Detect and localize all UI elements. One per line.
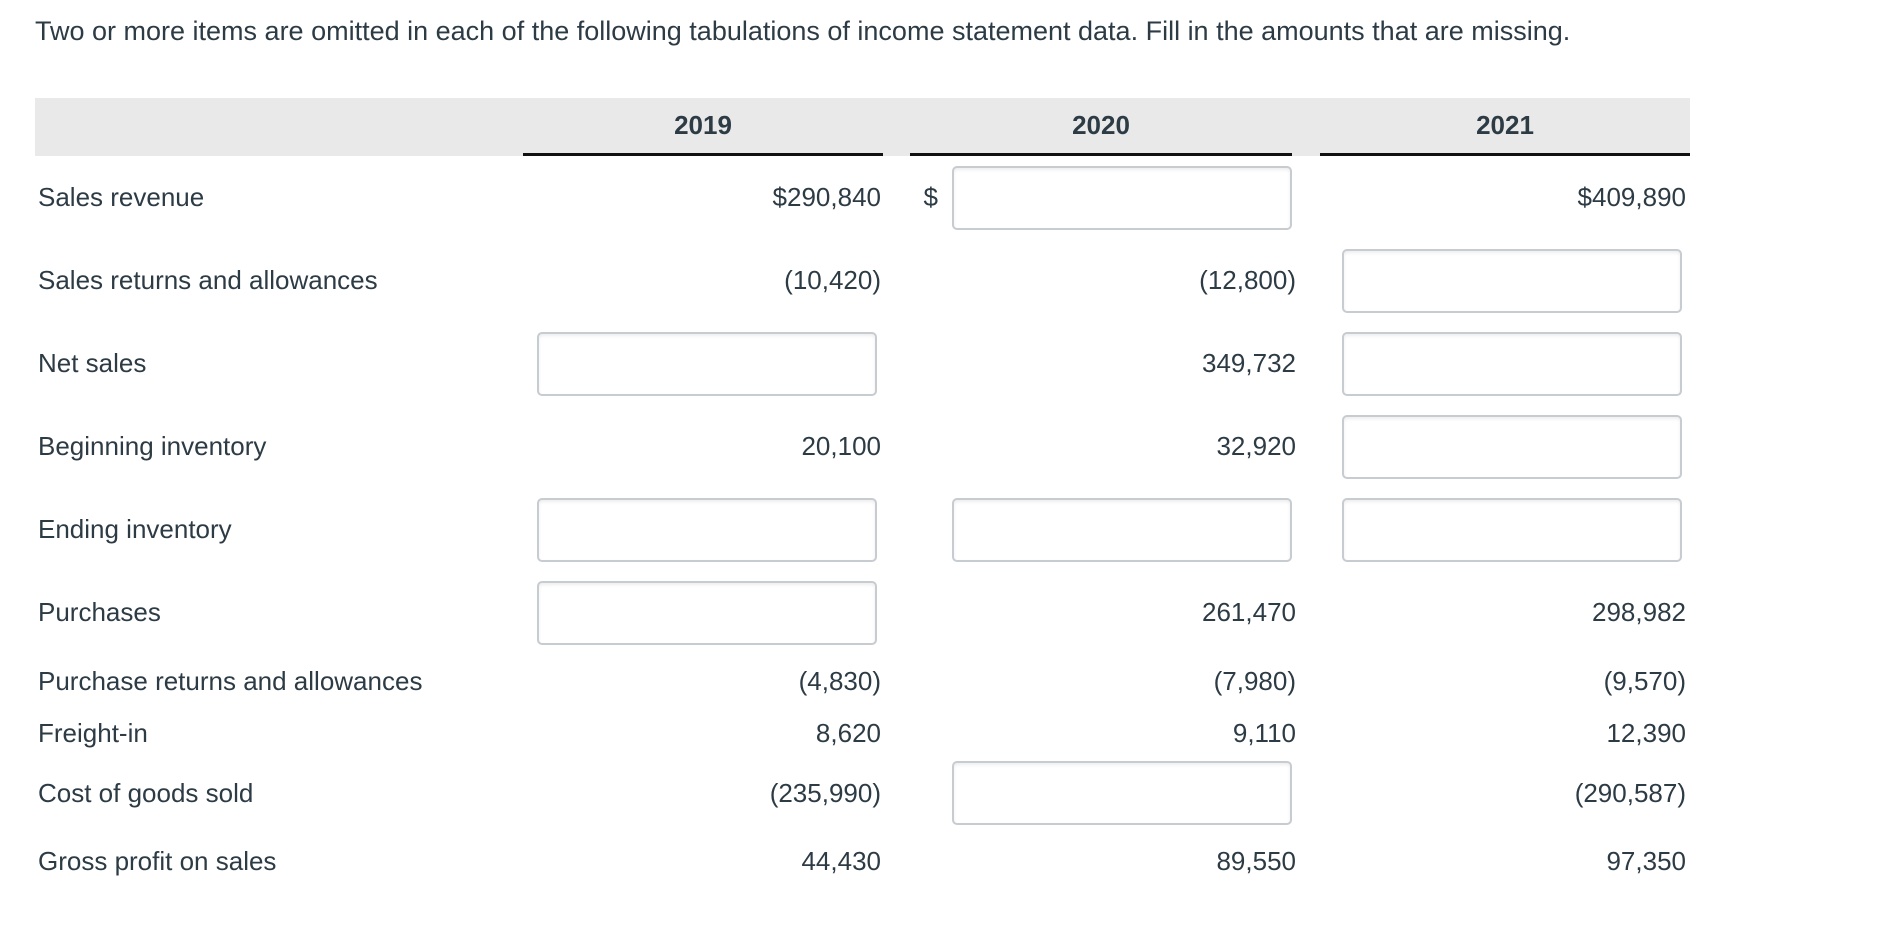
input-net-sales-2019[interactable] xyxy=(537,331,877,396)
year-label-2021: 2021 xyxy=(1320,98,1690,156)
amount-text: 298,982 xyxy=(1592,597,1686,627)
table-row-sales-returns: Sales returns and allowances (10,420) (1… xyxy=(35,239,1690,322)
amount-text: 20,100 xyxy=(801,431,881,461)
amount-text: 44,430 xyxy=(801,845,881,876)
table-row-ending-inventory: Ending inventory xyxy=(35,488,1690,571)
amount-text: (9,570) xyxy=(1603,665,1686,696)
table-row-purchase-returns: Purchase returns and allowances (4,830) … xyxy=(35,654,1690,708)
row-label: Gross profit on sales xyxy=(38,845,277,876)
amount-text: (4,830) xyxy=(798,665,881,696)
table-row-net-sales: Net sales 349,732 xyxy=(35,322,1690,405)
row-label: Sales returns and allowances xyxy=(38,265,378,295)
amount-text: (290,587) xyxy=(1574,777,1686,808)
input-ending-inventory-2020[interactable] xyxy=(952,497,1292,562)
row-label: Cost of goods sold xyxy=(38,777,254,808)
year-label-2019: 2019 xyxy=(523,98,883,156)
amount-text: 89,550 xyxy=(1216,845,1296,876)
amount-text: $409,890 xyxy=(1577,182,1686,212)
table-header-row: 2019 2020 2021 xyxy=(35,98,1690,156)
table-row-freight-in: Freight-in 8,620 9,110 12,390 xyxy=(35,708,1690,758)
table-row-sales-revenue: Sales revenue $290,840 $ $409,890 xyxy=(35,156,1690,239)
input-ending-inventory-2019[interactable] xyxy=(537,497,877,562)
amount-text: 349,732 xyxy=(1202,348,1296,378)
question-text: Two or more items are omitted in each of… xyxy=(35,16,1571,46)
row-label: Purchase returns and allowances xyxy=(38,665,423,696)
amount-text: 97,350 xyxy=(1606,845,1686,876)
table-row-beginning-inventory: Beginning inventory 20,100 32,920 xyxy=(35,405,1690,488)
amount-text: (10,420) xyxy=(784,265,881,295)
input-ending-inventory-2021[interactable] xyxy=(1342,497,1682,562)
input-sales-returns-2021[interactable] xyxy=(1342,248,1682,313)
dollar-sign: $ xyxy=(923,182,938,212)
table-row-purchases: Purchases 261,470 298,982 xyxy=(35,571,1690,654)
year-label-2020: 2020 xyxy=(910,98,1292,156)
row-label: Freight-in xyxy=(38,717,148,748)
amount-text: 32,920 xyxy=(1216,431,1296,461)
column-header-2021: 2021 xyxy=(1300,98,1690,156)
row-label: Net sales xyxy=(38,348,147,378)
income-statement-table: 2019 2020 2021 Sales revenue $290,840 $ … xyxy=(35,98,1690,894)
column-header-2020: 2020 xyxy=(885,98,1300,156)
amount-text: 9,110 xyxy=(1232,717,1296,748)
amount-text: (235,990) xyxy=(769,777,881,808)
input-sales-revenue-2020[interactable] xyxy=(952,165,1292,230)
amount-text: (12,800) xyxy=(1199,265,1296,295)
amount-text: 261,470 xyxy=(1202,597,1296,627)
table-row-gross-profit: Gross profit on sales 44,430 89,550 97,3… xyxy=(35,828,1690,894)
table-row-cost-of-goods-sold: Cost of goods sold (235,990) (290,587) xyxy=(35,758,1690,828)
row-label: Purchases xyxy=(38,597,161,627)
amount-text: 8,620 xyxy=(815,717,881,748)
input-net-sales-2021[interactable] xyxy=(1342,331,1682,396)
amount-text: $290,840 xyxy=(772,182,881,212)
amount-text: (7,980) xyxy=(1213,665,1296,696)
row-label: Ending inventory xyxy=(38,514,232,544)
input-cost-of-goods-sold-2020[interactable] xyxy=(952,761,1292,825)
column-header-2019: 2019 xyxy=(430,98,885,156)
input-purchases-2019[interactable] xyxy=(537,580,877,645)
amount-text: 12,390 xyxy=(1606,717,1686,748)
input-beginning-inventory-2021[interactable] xyxy=(1342,414,1682,479)
row-label: Beginning inventory xyxy=(38,431,267,461)
row-label: Sales revenue xyxy=(38,182,205,212)
header-spacer-cell xyxy=(35,98,430,156)
